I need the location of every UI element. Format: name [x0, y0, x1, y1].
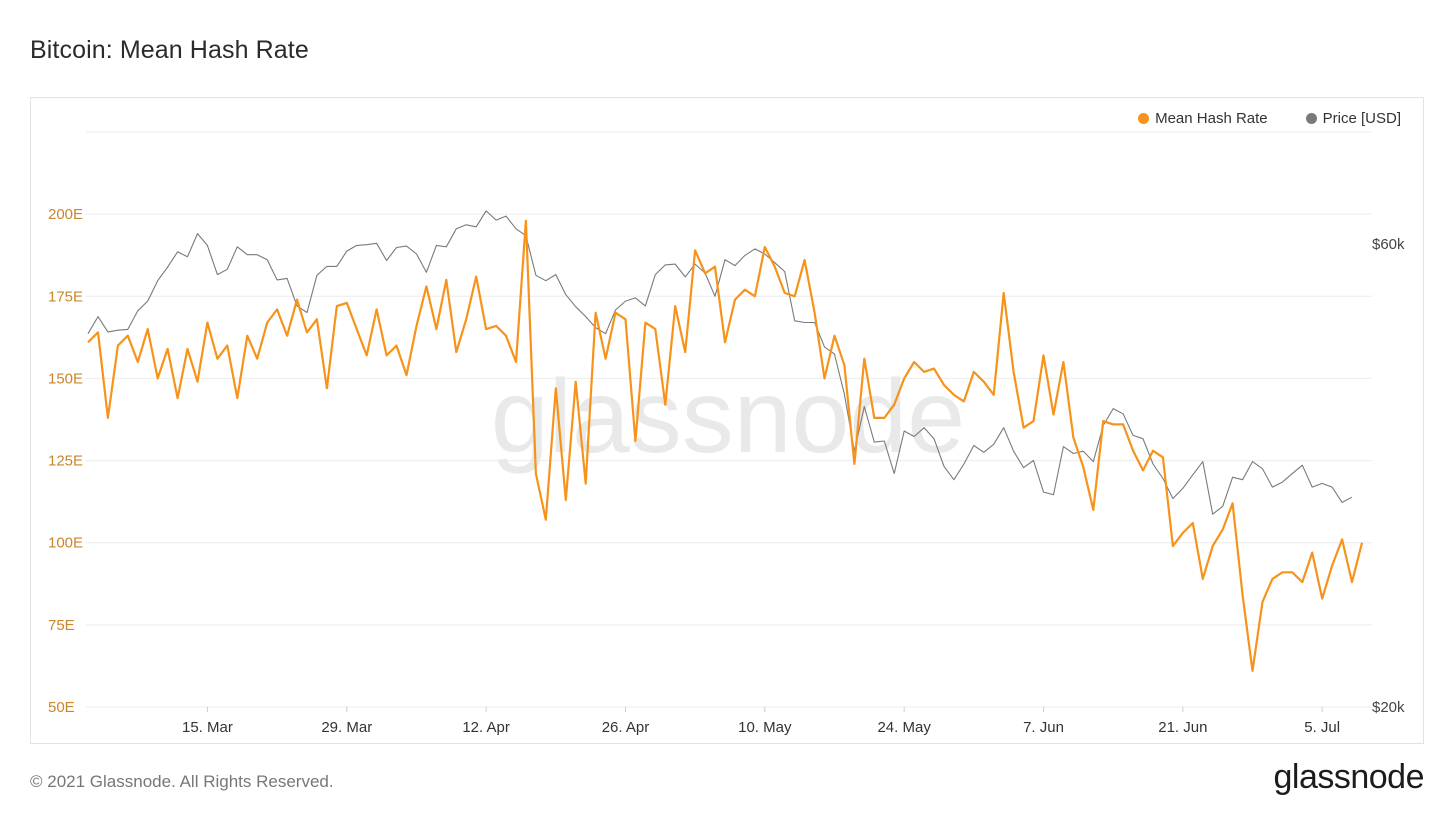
x-tick-label: 26. Apr [602, 719, 650, 736]
right-tick-label: $60k [1372, 236, 1405, 253]
series-group [87, 210, 1364, 673]
x-tick-label: 10. May [738, 719, 792, 736]
legend-item-price[interactable]: Price [USD] [1305, 110, 1401, 127]
x-tick-label: 24. May [877, 719, 931, 736]
left-axis: 50E 75E 100E 125E 150E 175E 200E [48, 206, 83, 716]
left-tick-label: 150E [48, 370, 83, 387]
left-tick-label: 175E [48, 288, 83, 305]
x-axis: 15. Mar 29. Mar 12. Apr 26. Apr 10. May 24. M… [182, 707, 1340, 736]
x-tick-label: 29. Mar [321, 719, 372, 736]
left-tick-label: 100E [48, 535, 83, 552]
gridlines [86, 131, 1372, 708]
copyright-text: © 2021 Glassnode. All Rights Reserved. [30, 772, 334, 791]
glassnode-logo[interactable]: glassnode [1273, 758, 1424, 796]
left-tick-label: 125E [48, 453, 83, 470]
legend-dot-hash-rate [1138, 113, 1150, 124]
right-axis: $20k $60k [1372, 236, 1405, 716]
left-tick-label: 75E [48, 617, 75, 634]
chart-title: Bitcoin: Mean Hash Rate [30, 36, 309, 64]
left-tick-label: 50E [48, 699, 75, 716]
legend-dot-price [1305, 113, 1317, 124]
legend-label-hash-rate: Mean Hash Rate [1155, 110, 1268, 127]
chart-frame [30, 97, 1424, 744]
x-tick-label: 12. Apr [462, 719, 510, 736]
legend: Mean Hash Rate Price [USD] [1138, 110, 1401, 127]
x-tick-label: 21. Jun [1158, 719, 1207, 736]
x-tick-label: 15. Mar [182, 719, 233, 736]
left-tick-label: 200E [48, 206, 83, 223]
x-tick-label: 7. Jun [1023, 719, 1064, 736]
right-tick-label: $20k [1372, 699, 1405, 716]
hash-rate-line [87, 219, 1364, 673]
legend-item-hash-rate[interactable]: Mean Hash Rate [1138, 110, 1268, 127]
x-tick-label: 5. Jul [1304, 719, 1340, 736]
legend-label-price: Price [USD] [1322, 110, 1401, 127]
